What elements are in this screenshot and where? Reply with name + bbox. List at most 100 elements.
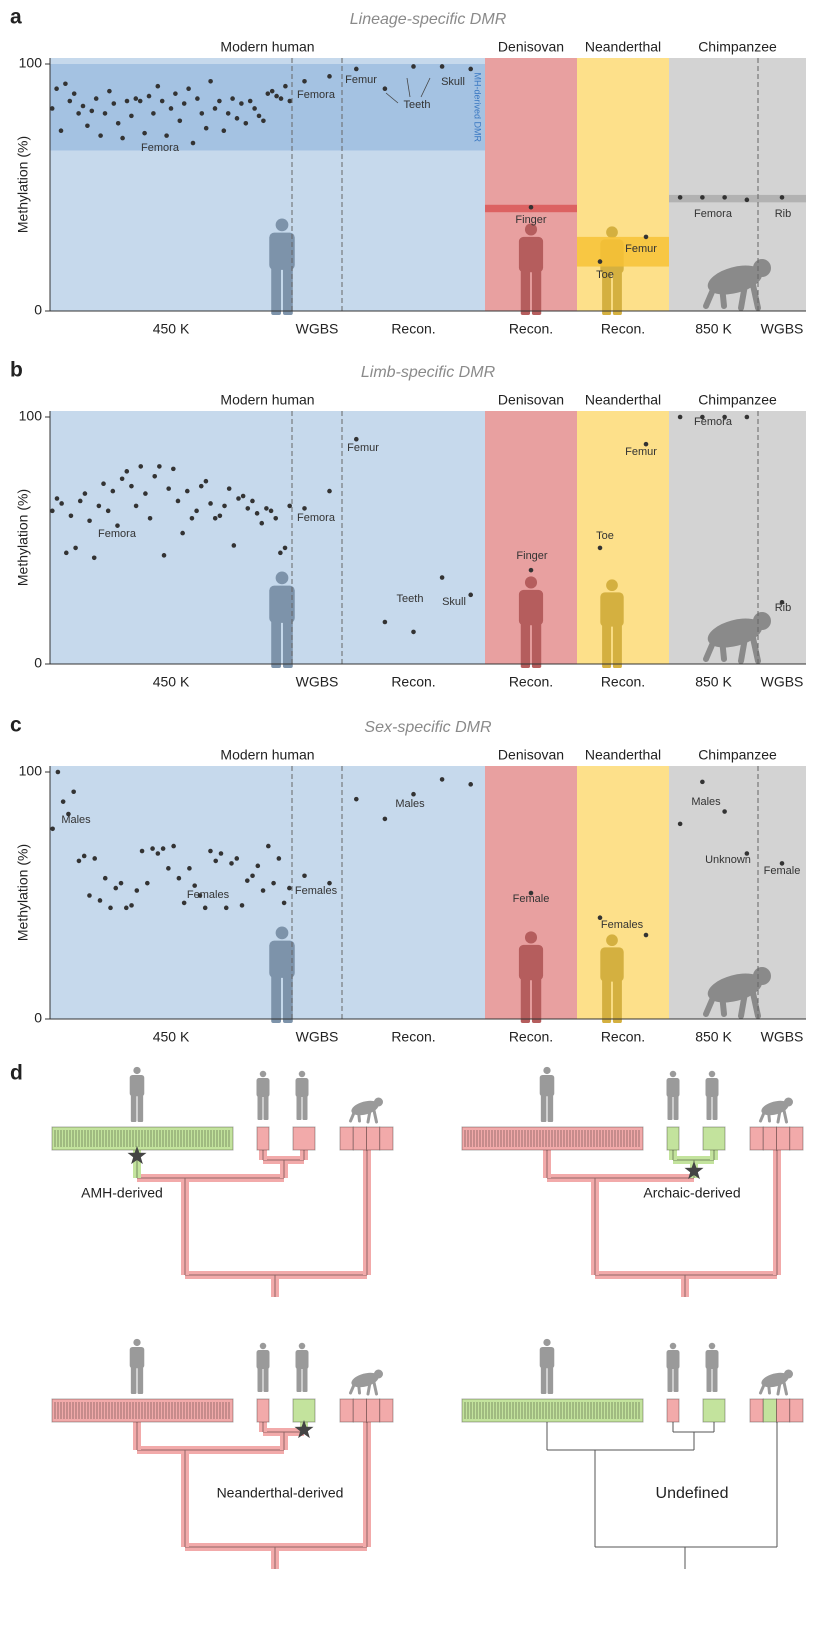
tree: Neanderthal-derived — [52, 1339, 393, 1569]
silhouette-leg — [374, 1111, 377, 1123]
leaf-neanderthal — [703, 1127, 725, 1150]
tree-branch — [185, 1547, 367, 1569]
data-point — [259, 521, 264, 526]
data-point — [135, 888, 140, 893]
leaf-chimpanzee — [763, 1399, 776, 1422]
silhouette-body — [600, 592, 623, 626]
data-point — [101, 481, 106, 486]
data-point — [271, 881, 276, 886]
data-point — [150, 846, 155, 851]
annotation: Males — [395, 798, 425, 810]
annotation: Femora — [141, 142, 180, 154]
silhouette-leg — [668, 1367, 673, 1392]
silhouette — [296, 1343, 309, 1392]
data-point — [103, 876, 108, 881]
silhouette-head — [753, 967, 771, 985]
panel-label: a — [10, 6, 22, 29]
silhouette-leg — [271, 974, 281, 1023]
data-point — [529, 205, 534, 210]
data-point — [120, 136, 125, 141]
data-point — [780, 195, 785, 200]
leaf-neanderthal — [293, 1127, 315, 1150]
data-point — [138, 464, 143, 469]
tree: Archaic-derived — [462, 1067, 803, 1297]
silhouette-head — [543, 1067, 550, 1074]
data-point — [227, 486, 232, 491]
silhouette — [706, 1071, 719, 1120]
silhouette-leg — [138, 1366, 144, 1394]
data-point — [69, 514, 74, 519]
data-point — [192, 883, 197, 888]
leaf-denisovan — [667, 1127, 679, 1150]
y-tick-label: 0 — [34, 1010, 42, 1026]
silhouette-leg — [741, 285, 745, 308]
annotation: Skull — [442, 596, 466, 608]
silhouette-head — [299, 1343, 306, 1350]
band-label: MH-derived DMR — [473, 72, 483, 142]
y-axis-label: Methylation (%) — [15, 489, 31, 586]
data-point — [87, 893, 92, 898]
leaf-chimpanzee — [777, 1399, 790, 1422]
data-point — [468, 782, 473, 787]
silhouette — [760, 1370, 793, 1395]
silhouette — [130, 1067, 145, 1122]
tree-label: AMH-derived — [81, 1185, 163, 1201]
silhouette — [540, 1067, 555, 1122]
silhouette-head — [784, 1098, 793, 1107]
data-point — [241, 494, 246, 499]
data-point — [190, 516, 195, 521]
data-point — [129, 114, 134, 119]
silhouette-leg — [258, 1095, 263, 1120]
silhouette-head — [299, 1071, 306, 1078]
silhouette — [760, 1098, 793, 1123]
data-point — [208, 849, 213, 854]
data-point — [283, 84, 288, 89]
data-point — [178, 119, 183, 124]
data-point — [90, 109, 95, 114]
silhouette-body — [667, 1078, 680, 1097]
data-point — [199, 484, 204, 489]
silhouette-head — [784, 1370, 793, 1379]
data-point — [106, 509, 111, 514]
data-point — [208, 79, 213, 84]
data-point — [107, 89, 112, 94]
data-point — [161, 846, 166, 851]
silhouette-leg — [521, 622, 530, 669]
data-point — [678, 195, 683, 200]
data-point — [255, 511, 260, 516]
silhouette-leg — [548, 1094, 554, 1122]
data-point — [64, 551, 69, 556]
silhouette-leg — [722, 639, 724, 659]
silhouette-leg — [283, 619, 293, 668]
silhouette-head — [525, 576, 537, 588]
data-point — [195, 96, 200, 101]
annotation: Toe — [596, 530, 614, 542]
silhouette-leg — [374, 1383, 377, 1395]
data-point — [279, 96, 284, 101]
leaf-chimpanzee — [367, 1399, 380, 1422]
silhouette-body — [296, 1350, 309, 1369]
silhouette-head — [753, 612, 771, 630]
silhouette-head — [606, 579, 618, 591]
annotation: Femora — [98, 528, 137, 540]
leaf-chimpanzee — [777, 1127, 790, 1150]
silhouette-leg — [778, 1111, 780, 1123]
leaf-chimpanzee — [750, 1127, 763, 1150]
silhouette — [706, 1343, 719, 1392]
x-section-label: Recon. — [391, 1029, 435, 1045]
annotation: Skull — [441, 76, 465, 88]
silhouette-leg — [541, 1094, 547, 1122]
data-point — [411, 792, 416, 797]
data-point — [250, 873, 255, 878]
x-section-label: 850 K — [695, 321, 732, 337]
data-point — [182, 101, 187, 106]
silhouette-leg — [541, 1366, 547, 1394]
leaf-chimpanzee — [763, 1127, 776, 1150]
data-point — [327, 489, 332, 494]
silhouette-body — [519, 590, 543, 625]
x-section-label: WGBS — [296, 321, 339, 337]
group-label: Neanderthal — [585, 392, 661, 408]
data-point — [256, 864, 261, 869]
data-point — [177, 876, 182, 881]
silhouette-leg — [602, 623, 611, 668]
